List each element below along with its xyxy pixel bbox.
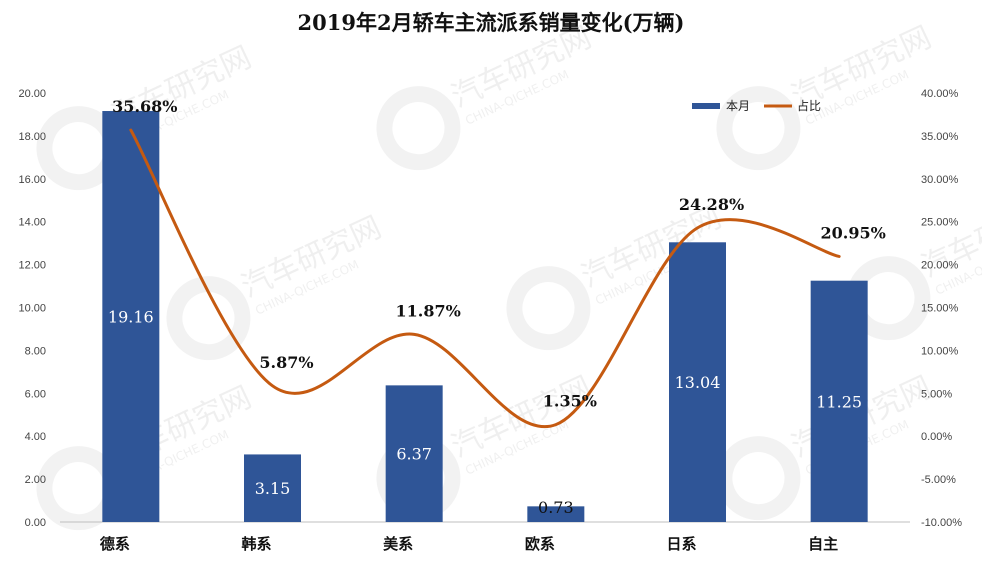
watermark-logo-icon <box>716 436 801 521</box>
bar-value-label: 13.04 <box>675 373 721 392</box>
left-axis: 0.00 2.00 4.00 6.00 8.00 10.00 12.00 14.00 16.00… <box>18 88 46 529</box>
bar <box>810 280 868 522</box>
right-axis-tick-label: 35.00% <box>921 131 959 143</box>
line-series: 35.68% 5.87% 11.87% 1.35% 24.28% 20.95% <box>112 97 886 429</box>
left-axis-tick-label: 6.00 <box>25 388 46 400</box>
right-axis-tick-label: -10.00% <box>921 517 962 529</box>
left-axis-tick-label: 12.00 <box>18 260 46 272</box>
line-value-label: 20.95% <box>821 223 886 242</box>
chart-title: 2019年2月轿车主流派系销量变化(万辆) <box>298 10 685 35</box>
line-value-label: 1.35% <box>543 392 597 411</box>
right-axis-tick-label: 10.00% <box>921 345 959 357</box>
category-label: 欧系 <box>525 535 555 553</box>
left-axis-tick-label: 8.00 <box>25 345 46 357</box>
watermark-logo-icon <box>506 266 591 351</box>
legend: 本月 占比 <box>692 98 821 113</box>
bar <box>527 506 585 522</box>
line-value-label: 11.87% <box>396 301 461 320</box>
category-label: 日系 <box>666 535 696 553</box>
category-label: 自主 <box>808 535 838 553</box>
category-axis-labels: 德系 韩系 美系 欧系 日系 自主 <box>100 535 838 553</box>
bar <box>385 385 443 522</box>
left-axis-tick-label: 0.00 <box>25 517 46 529</box>
category-label: 美系 <box>383 535 413 553</box>
watermark-logo-icon <box>376 86 461 171</box>
bar <box>102 111 160 522</box>
legend-label-bar: 本月 <box>726 99 750 113</box>
category-label: 韩系 <box>241 535 271 553</box>
right-axis-tick-label: 0.00% <box>921 431 952 443</box>
right-axis-tick-label: 5.00% <box>921 388 952 400</box>
right-axis-tick-label: 30.00% <box>921 174 959 186</box>
bar <box>669 242 726 523</box>
watermark-logo-icon <box>716 86 801 171</box>
left-axis-tick-label: 4.00 <box>25 431 46 443</box>
left-axis-tick-label: 18.00 <box>18 131 46 143</box>
line-value-label: 5.87% <box>259 353 313 372</box>
right-axis-tick-label: 25.00% <box>921 217 959 229</box>
left-axis-tick-label: 14.00 <box>18 217 46 229</box>
right-axis-tick-label: 20.00% <box>921 260 959 272</box>
legend-label-line: 占比 <box>797 98 821 113</box>
right-axis: -10.00% -5.00% 0.00% 5.00% 10.00% 15.00% 20.00… <box>921 88 962 529</box>
right-axis-tick-label: -5.00% <box>921 474 956 486</box>
left-axis-tick-label: 2.00 <box>25 474 46 486</box>
left-axis-tick-label: 20.00 <box>18 88 46 100</box>
bar-value-label: 3.15 <box>255 479 291 498</box>
left-axis-tick-label: 16.00 <box>18 174 46 186</box>
bar-value-label: 6.37 <box>396 445 432 464</box>
bar-value-label: 11.25 <box>816 392 862 411</box>
bar-value-label: 19.16 <box>108 308 154 327</box>
bar-series: 19.16 3.15 6.37 0.73 13.04 11.25 <box>102 111 868 523</box>
share-line <box>129 128 841 429</box>
right-axis-tick-label: 15.00% <box>921 303 959 315</box>
category-label: 德系 <box>100 535 130 553</box>
watermark-logo-icon <box>166 276 251 361</box>
left-axis-tick-label: 10.00 <box>18 303 46 315</box>
bar <box>244 454 301 522</box>
bar-value-label: 0.73 <box>538 498 574 517</box>
right-axis-tick-label: 40.00% <box>921 88 959 100</box>
legend-swatch-bar <box>692 103 720 109</box>
line-value-label: 24.28% <box>679 195 744 214</box>
line-value-label: 35.68% <box>112 97 177 116</box>
